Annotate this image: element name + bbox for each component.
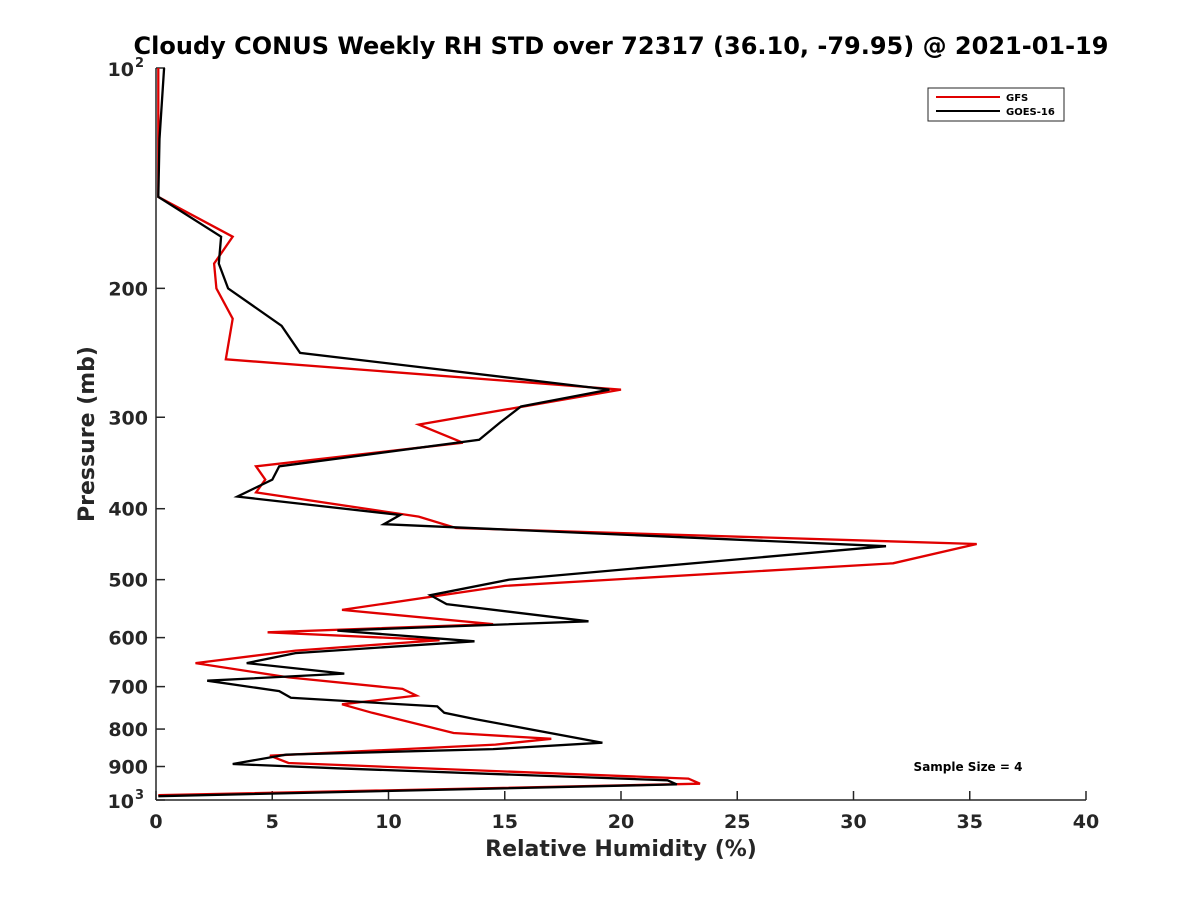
x-tick-label: 30: [840, 811, 866, 833]
x-tick-label: 40: [1073, 811, 1099, 833]
series-line-goes-16: [157, 67, 887, 798]
legend: GFS GOES-16: [927, 87, 1065, 122]
y-tick-label: 900: [108, 757, 148, 779]
plot-area: [156, 68, 1086, 800]
y-tick-label: 800: [108, 719, 148, 741]
series-layer: [157, 67, 977, 798]
x-axis-label: Relative Humidity (%): [485, 837, 757, 862]
y-axis-label: Pressure (mb): [75, 346, 100, 522]
x-tick-label: 0: [149, 811, 162, 833]
y-tick-label: 500: [108, 570, 148, 592]
x-tick-label: 15: [492, 811, 518, 833]
x-tick-label: 5: [266, 811, 279, 833]
chart-title: Cloudy CONUS Weekly RH STD over 72317 (3…: [134, 32, 1109, 60]
x-tick-label: 25: [724, 811, 750, 833]
y-tick-label-base: 10: [108, 791, 134, 813]
legend-label-goes16: GOES-16: [1006, 107, 1055, 118]
legend-label-gfs: GFS: [1006, 93, 1028, 104]
y-tick-label-exponent: 3: [135, 788, 144, 803]
y-tick-label: 700: [108, 677, 148, 699]
x-tick-label: 35: [957, 811, 983, 833]
y-tick-label: 400: [108, 499, 148, 521]
y-tick-label: 300: [108, 407, 148, 429]
axis-layer: [155, 68, 1086, 801]
x-tick-label: 10: [375, 811, 401, 833]
y-tick-label-base: 10: [108, 59, 134, 81]
x-tick-label: 20: [608, 811, 634, 833]
y-tick-label: 200: [108, 278, 148, 300]
series-line-gfs: [157, 68, 977, 797]
y-tick-label-exponent: 2: [135, 56, 144, 71]
sample-size-note: Sample Size = 4: [914, 760, 1023, 774]
legend-box: [927, 87, 1065, 122]
y-tick-label: 600: [108, 628, 148, 650]
